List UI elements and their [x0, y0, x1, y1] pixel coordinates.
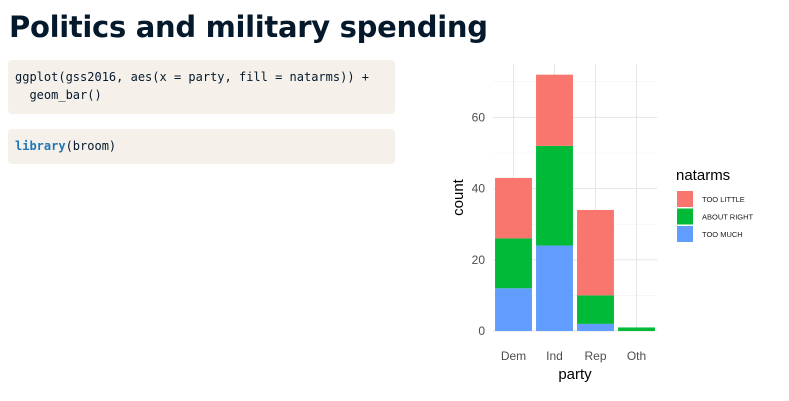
bars-layer — [495, 74, 655, 331]
legend-title: natarms — [676, 167, 730, 184]
chart-svg: 0 20 40 60 Dem Ind Rep Oth party count natarms TOO… — [450, 64, 754, 383]
bar-segment — [495, 238, 532, 289]
x-tick-label: Rep — [584, 349, 606, 363]
code-block-library: library(broom) — [8, 129, 395, 164]
y-tick-label: 60 — [472, 110, 486, 124]
legend-label: TOO MUCH — [702, 230, 743, 239]
bar-segment — [495, 177, 532, 239]
code-keyword: library — [15, 139, 66, 153]
code-line: geom_bar() — [15, 88, 102, 102]
legend-key — [677, 191, 693, 207]
legend-key — [677, 226, 693, 242]
bar-segment — [536, 245, 573, 331]
legend-key — [677, 208, 693, 225]
legend-layer: natarms TOO LITTLE ABOUT RIGHT TOO MUCH — [676, 167, 754, 242]
code-line: library(broom) — [15, 137, 388, 155]
bar-segment — [536, 145, 573, 246]
bar-segment — [577, 295, 614, 324]
legend-label: ABOUT RIGHT — [702, 213, 754, 222]
code-block-ggplot: ggplot(gss2016, aes(x = party, fill = na… — [8, 60, 395, 114]
y-axis-title: count — [450, 178, 467, 216]
legend-label: TOO LITTLE — [702, 195, 745, 204]
y-tick-label: 40 — [472, 182, 486, 196]
bar-segment — [577, 209, 614, 296]
bar-segment — [536, 74, 573, 146]
x-tick-label: Ind — [546, 349, 563, 363]
bar-segment — [618, 327, 655, 331]
bar-segment — [577, 323, 614, 331]
y-tick-label: 0 — [478, 324, 485, 338]
code-line: ggplot(gss2016, aes(x = party, fill = na… — [15, 70, 370, 84]
x-axis-title: party — [558, 366, 592, 383]
x-tick-label: Dem — [501, 349, 526, 363]
axis-layer: 0 20 40 60 Dem Ind Rep Oth party count — [450, 110, 646, 383]
stacked-bar-chart: 0 20 40 60 Dem Ind Rep Oth party count natarms TOO… — [440, 60, 789, 390]
page-title: Politics and military spending — [9, 10, 488, 44]
bar-segment — [495, 288, 532, 331]
code-arguments: (broom) — [65, 139, 117, 153]
x-tick-label: Oth — [627, 349, 646, 363]
y-tick-label: 20 — [472, 253, 486, 267]
